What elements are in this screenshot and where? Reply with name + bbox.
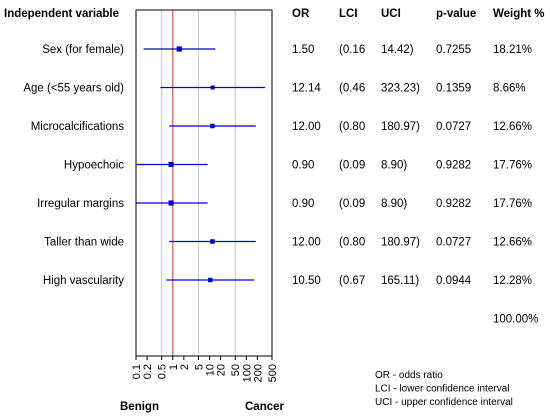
or-marker xyxy=(168,161,174,168)
total-weight: 100.00% xyxy=(493,314,538,326)
cell-lci: (0.09 xyxy=(339,198,365,210)
cell-weight: 12.28% xyxy=(493,275,532,287)
row-label: Taller than wide xyxy=(44,237,124,249)
cell-lci: (0.46 xyxy=(339,83,365,95)
note-line: LCI - lower confidence interval xyxy=(375,384,510,395)
cell-or: 10.50 xyxy=(292,275,321,287)
row-label: Sex (for female) xyxy=(42,44,124,56)
cell-weight: 17.76% xyxy=(493,160,532,172)
row-label: Age (<55 years old) xyxy=(23,83,124,95)
cell-or: 12.00 xyxy=(292,237,321,249)
cell-lci: (0.16 xyxy=(339,44,365,56)
cell-weight: 12.66% xyxy=(493,121,532,133)
or-marker xyxy=(210,123,215,129)
cell-weight: 12.66% xyxy=(493,237,532,249)
cell-uci: 8.90) xyxy=(381,198,407,210)
header-uci: UCI xyxy=(381,8,401,20)
cell-p-value: 0.0944 xyxy=(436,275,472,287)
or-marker xyxy=(210,85,215,90)
cell-or: 12.14 xyxy=(292,83,321,95)
cell-or: 12.00 xyxy=(292,121,321,133)
cell-uci: 14.42) xyxy=(381,44,414,56)
x-tick-label: 20 xyxy=(216,364,228,376)
x-tick-label: 5 xyxy=(193,364,205,370)
cell-or: 1.50 xyxy=(292,44,314,56)
or-marker xyxy=(208,277,213,283)
column-headers: Independent variable OR LCI UCI p-value … xyxy=(4,8,545,20)
or-marker xyxy=(168,200,174,206)
cell-uci: 8.90) xyxy=(381,160,407,172)
cell-p-value: 0.1359 xyxy=(436,83,471,95)
cell-or: 0.90 xyxy=(292,160,314,172)
abbreviation-notes: OR - odds ratio LCI - lower confidence in… xyxy=(375,370,513,408)
cell-uci: 165.11) xyxy=(381,275,419,287)
x-tick-label: 0.2 xyxy=(142,364,154,379)
row-label: Irregular margins xyxy=(37,198,124,210)
cell-p-value: 0.9282 xyxy=(436,198,471,210)
x-tick-label: 1 xyxy=(168,364,180,370)
benign-label: Benign xyxy=(120,401,159,413)
cell-weight: 8.66% xyxy=(493,83,526,95)
cell-lci: (0.80 xyxy=(339,237,365,249)
x-tick-label: 500 xyxy=(267,364,279,382)
x-axis-ticks: 0.1 0.2 0.5 1 2 5 10 20 50 100 200 500 xyxy=(131,356,279,382)
or-marker xyxy=(176,46,182,52)
cell-p-value: 0.0727 xyxy=(436,121,471,133)
cell-uci: 323.23) xyxy=(381,83,420,95)
x-tick-label: 2 xyxy=(179,364,191,370)
row-label: Hypoechoic xyxy=(64,160,124,172)
cancer-label: Cancer xyxy=(245,401,285,413)
cell-weight: 17.76% xyxy=(493,198,532,210)
x-tick-label: 10 xyxy=(205,364,217,376)
estimate-marks xyxy=(136,46,266,283)
x-tick-label: 50 xyxy=(230,364,242,376)
row-labels: Sex (for female) Age (<55 years old) Micro… xyxy=(23,44,124,287)
or-marker xyxy=(210,239,215,244)
cell-uci: 180.97) xyxy=(381,237,420,249)
header-lci: LCI xyxy=(339,8,358,20)
statistics-table: 1.50 (0.16 14.42) 0.7255 18.21% 12.14 (0.46 323… xyxy=(292,44,538,326)
cell-p-value: 0.0727 xyxy=(436,237,471,249)
header-weight: Weight % xyxy=(493,8,545,20)
row-label: High vascularity xyxy=(43,275,124,287)
header-or: OR xyxy=(292,8,310,20)
note-line: UCI - upper confidence interval xyxy=(375,397,513,408)
x-tick-label: 100 xyxy=(241,364,253,382)
header-independent-variable: Independent variable xyxy=(4,8,119,20)
row-label: Microcalcifications xyxy=(31,121,125,133)
cell-or: 0.90 xyxy=(292,198,314,210)
note-line: OR - odds ratio xyxy=(375,370,443,381)
plot-frame xyxy=(135,9,273,357)
x-tick-label: 200 xyxy=(252,364,264,382)
cell-lci: (0.67 xyxy=(339,275,365,287)
cell-lci: (0.80 xyxy=(339,121,365,133)
cell-p-value: 0.9282 xyxy=(436,160,471,172)
cell-p-value: 0.7255 xyxy=(436,44,471,56)
cell-weight: 18.21% xyxy=(493,44,532,56)
plot-area: 0.1 0.2 0.5 1 2 5 10 20 50 100 200 500 xyxy=(131,9,279,382)
x-tick-label: 0.5 xyxy=(157,364,169,379)
x-tick-label: 0.1 xyxy=(131,364,143,379)
header-p-value: p-value xyxy=(436,8,476,20)
cell-uci: 180.97) xyxy=(381,121,420,133)
cell-lci: (0.09 xyxy=(339,160,365,172)
gridlines xyxy=(161,10,236,356)
